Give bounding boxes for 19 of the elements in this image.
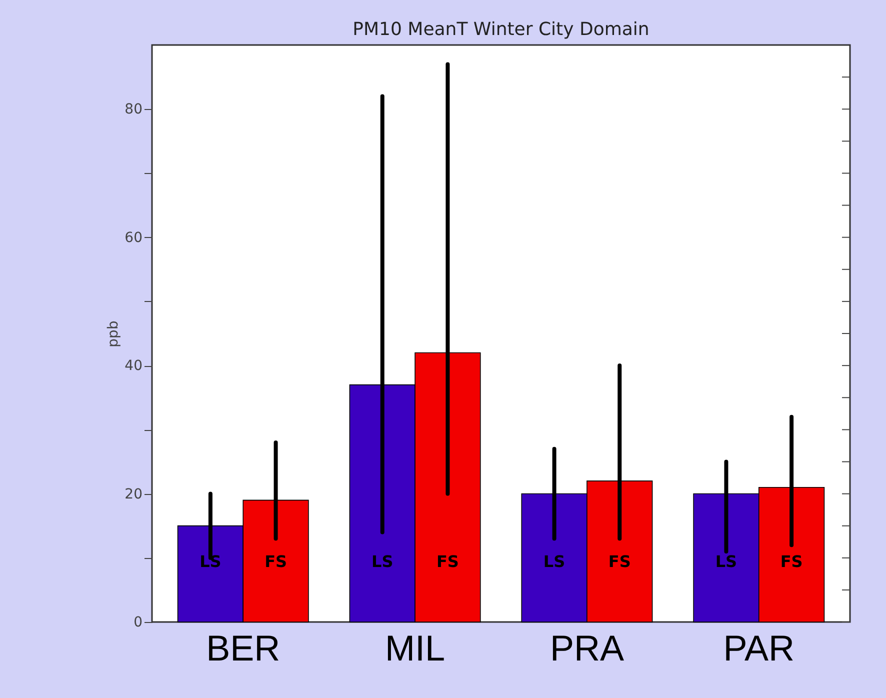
x-tick-label: MIL (385, 628, 446, 668)
x-tick-label: PRA (550, 628, 624, 668)
text: LS (200, 552, 222, 571)
chart-title: PM10 MeanT Winter City Domain (352, 19, 650, 40)
y-axis-title: ppb (106, 320, 122, 348)
series-label: FS (264, 552, 288, 571)
y-tick-label: 0 (134, 614, 142, 630)
text: LS (372, 552, 394, 571)
series-label: LS (543, 552, 566, 571)
y-tick-label: 20 (124, 486, 142, 502)
x-tick-label: BER (206, 628, 280, 668)
text: FS (608, 552, 631, 571)
x-tick-label: PAR (723, 628, 795, 668)
y-tick-label: 40 (124, 358, 142, 374)
y-tick-label: 60 (124, 230, 142, 246)
text: LS (715, 552, 738, 571)
text: FS (436, 552, 459, 571)
text: FS (780, 552, 803, 571)
y-tick-label: 80 (124, 102, 142, 118)
